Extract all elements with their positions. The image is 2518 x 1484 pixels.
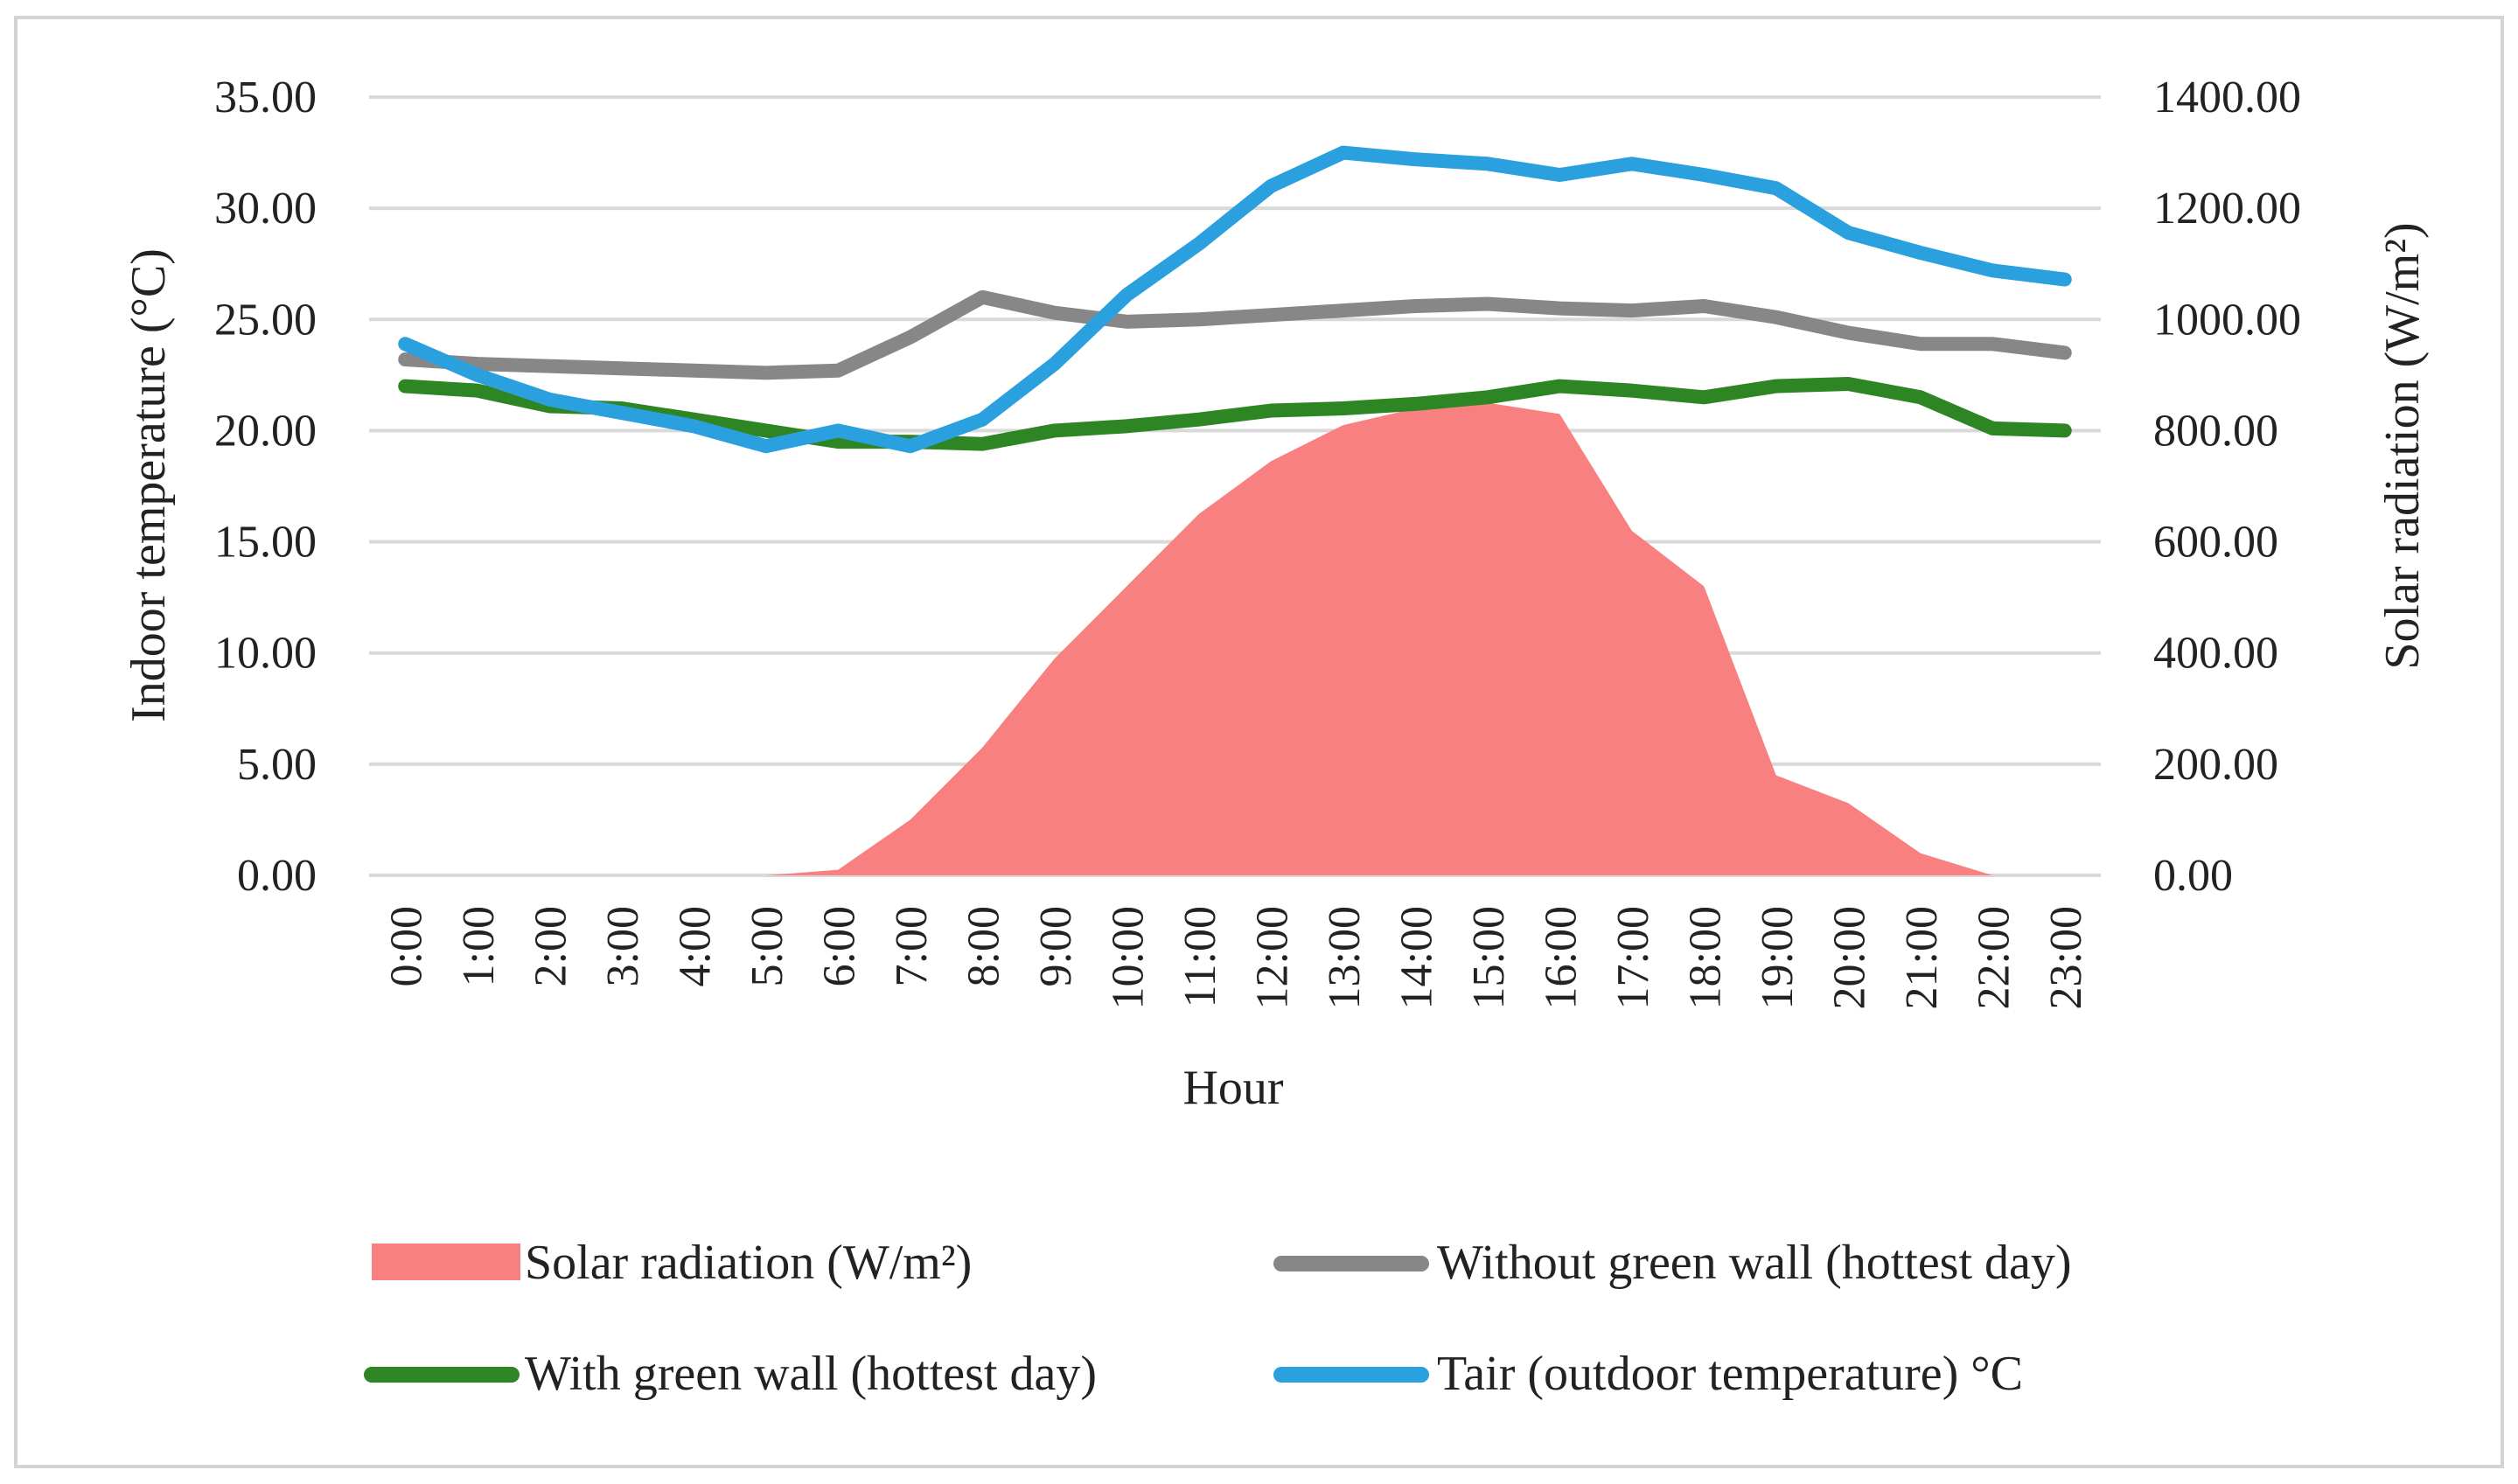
x-tick-label-10: 10:00 (1103, 906, 1153, 1009)
legend-label-with-green-wall: With green wall (hottest day) (525, 1347, 1097, 1401)
y-axis-ticks: 0.00 5.00 10.00 15.00 20.00 25.00 30.00 35.00 (214, 73, 317, 901)
y2-tick-label-0: 0.00 (2153, 851, 2233, 901)
line-layer (398, 145, 2072, 454)
x-tick-label-14: 14:00 (1392, 906, 1441, 1009)
y-axis-title: Indoor temperature (°C) (122, 248, 176, 722)
legend-label-without-green-wall: Without green wall (hottest day) (1437, 1236, 2072, 1290)
y-tick-label-0: 0.00 (237, 851, 317, 901)
x-tick-label-1: 1:00 (454, 906, 504, 986)
y2-axis-title: Solar radiation (W/m²) (2375, 222, 2430, 669)
x-tick-label-7: 7:00 (887, 906, 937, 986)
x-tick-label-0: 0:00 (381, 906, 431, 986)
y2-tick-label-5: 1000.00 (2153, 295, 2301, 345)
legend-swatch-solar-radiation (372, 1244, 520, 1280)
series-area-solar-radiation (405, 402, 2065, 876)
x-tick-label-22: 22:00 (1969, 906, 2019, 1009)
x-tick-label-21: 21:00 (1897, 906, 1947, 1009)
y2-tick-label-7: 1400.00 (2153, 73, 2301, 122)
x-tick-label-23: 23:00 (2041, 906, 2091, 1009)
y-tick-label-2: 10.00 (214, 629, 317, 679)
x-tick-label-19: 19:00 (1753, 906, 1803, 1009)
y2-tick-label-1: 200.00 (2153, 740, 2278, 790)
y-tick-label-5: 25.00 (214, 295, 317, 345)
x-tick-label-6: 6:00 (814, 906, 864, 986)
y-tick-label-6: 30.00 (214, 184, 317, 233)
x-tick-label-3: 3:00 (598, 906, 648, 986)
y2-tick-label-6: 1200.00 (2153, 184, 2301, 233)
legend: Solar radiation (W/m²) Without green wal… (364, 1236, 2072, 1401)
legend-label-solar-radiation: Solar radiation (W/m²) (525, 1236, 972, 1290)
x-tick-label-13: 13:00 (1320, 906, 1370, 1009)
y2-tick-label-2: 400.00 (2153, 629, 2278, 679)
series-line-1 (398, 289, 2072, 380)
x-tick-label-17: 17:00 (1608, 906, 1658, 1009)
x-tick-label-12: 12:00 (1247, 906, 1297, 1009)
series-line-3 (398, 145, 2072, 454)
x-axis-title: Hour (1182, 1061, 1283, 1115)
x-axis-ticks: 0:00 1:00 2:00 3:00 4:00 5:00 6:00 7:00 8:00 9:00… (381, 906, 2091, 1009)
x-tick-label-16: 16:00 (1536, 906, 1586, 1009)
y2-tick-label-4: 800.00 (2153, 406, 2278, 456)
y2-tick-label-3: 600.00 (2153, 518, 2278, 568)
area-layer (405, 402, 2065, 876)
x-tick-label-20: 20:00 (1824, 906, 1874, 1009)
y-tick-label-3: 15.00 (214, 518, 317, 568)
y2-axis-ticks: 0.00 200.00 400.00 600.00 800.00 1000.00 1200.… (2153, 73, 2301, 901)
y-tick-label-4: 20.00 (214, 406, 317, 456)
y-tick-label-1: 5.00 (237, 740, 317, 790)
x-tick-label-4: 4:00 (670, 906, 720, 986)
x-tick-label-5: 5:00 (743, 906, 792, 986)
x-tick-label-9: 9:00 (1031, 906, 1081, 986)
x-tick-label-2: 2:00 (526, 906, 575, 986)
x-tick-label-8: 8:00 (959, 906, 1008, 986)
x-tick-label-18: 18:00 (1680, 906, 1730, 1009)
x-tick-label-11: 11:00 (1175, 906, 1225, 1008)
x-tick-label-15: 15:00 (1464, 906, 1514, 1009)
y-tick-label-7: 35.00 (214, 73, 317, 122)
legend-label-tair: Tair (outdoor temperature) °C (1437, 1347, 2023, 1401)
